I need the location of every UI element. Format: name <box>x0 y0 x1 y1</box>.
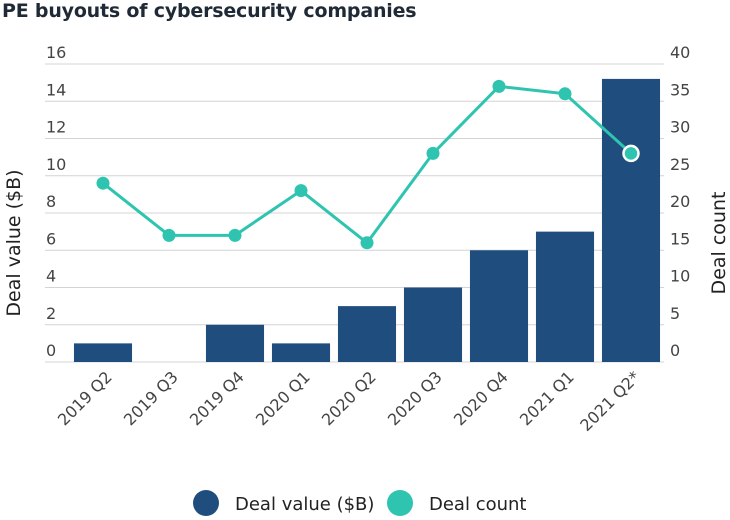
x-tick-label: 2021 Q2* <box>576 367 644 435</box>
legend-swatch-deal-value <box>193 490 219 516</box>
deal-count-line <box>96 79 640 250</box>
bar <box>601 78 661 363</box>
legend: Deal value ($B) Deal count <box>193 490 526 516</box>
y-tick-label: 8 <box>46 192 56 211</box>
x-tick-label: 2019 Q2 <box>54 367 116 429</box>
line-point <box>228 228 242 242</box>
x-tick-label: 2020 Q4 <box>450 367 512 429</box>
x-tick-label: 2020 Q2 <box>318 367 380 429</box>
y2-axis-title: Deal count <box>708 192 730 295</box>
y-tick-label: 14 <box>46 80 66 99</box>
x-axis-ticks: 2019 Q2 2019 Q3 2019 Q4 2020 Q1 2020 Q2 2020 … <box>54 367 644 435</box>
y2-tick-label: 15 <box>670 229 690 248</box>
left-axis-ticks: 0 2 4 6 8 10 12 14 16 <box>46 43 66 360</box>
y2-tick-label: 40 <box>670 43 690 62</box>
bar <box>469 250 529 362</box>
y2-tick-label: 5 <box>670 304 680 323</box>
y2-tick-label: 25 <box>670 155 690 174</box>
bar <box>271 343 331 362</box>
y-tick-label: 0 <box>46 341 56 360</box>
line-point <box>426 146 440 160</box>
y-tick-label: 10 <box>46 155 66 174</box>
bar <box>403 287 463 362</box>
y-tick-label: 6 <box>46 229 56 248</box>
chart-title: PE buyouts of cybersecurity companies <box>2 0 417 22</box>
y2-tick-label: 35 <box>670 80 690 99</box>
bar <box>73 343 133 362</box>
y-tick-label: 12 <box>46 118 66 137</box>
y-axis-title: Deal value ($B) <box>3 169 25 316</box>
line-point <box>558 87 572 101</box>
line-point <box>96 176 110 190</box>
bar <box>337 306 397 362</box>
y-tick-label: 16 <box>46 43 66 62</box>
x-tick-label: 2019 Q3 <box>120 367 182 429</box>
legend-label-deal-value: Deal value ($B) <box>235 494 374 515</box>
line-point <box>294 184 308 198</box>
deal-count-polyline <box>102 84 633 245</box>
x-tick-label: 2020 Q3 <box>384 367 446 429</box>
legend-swatch-deal-count <box>387 490 413 516</box>
x-tick-label: 2021 Q1 <box>516 367 578 429</box>
y-tick-label: 2 <box>46 304 56 323</box>
line-point <box>162 228 176 242</box>
y2-tick-label: 0 <box>670 341 680 360</box>
bars <box>73 78 661 363</box>
bar <box>535 231 595 362</box>
y2-tick-label: 20 <box>670 192 690 211</box>
x-tick-label: 2020 Q1 <box>252 367 314 429</box>
line-point <box>360 236 374 250</box>
bar <box>205 324 265 362</box>
x-tick-label: 2019 Q4 <box>186 367 248 429</box>
y-tick-label: 4 <box>46 267 56 286</box>
legend-label-deal-count: Deal count <box>429 494 526 515</box>
line-point <box>622 144 640 163</box>
y2-tick-label: 30 <box>670 118 690 137</box>
right-axis-ticks: 0 5 10 15 20 25 30 35 40 <box>670 43 690 360</box>
y2-tick-label: 10 <box>670 267 690 286</box>
line-point <box>492 79 506 93</box>
